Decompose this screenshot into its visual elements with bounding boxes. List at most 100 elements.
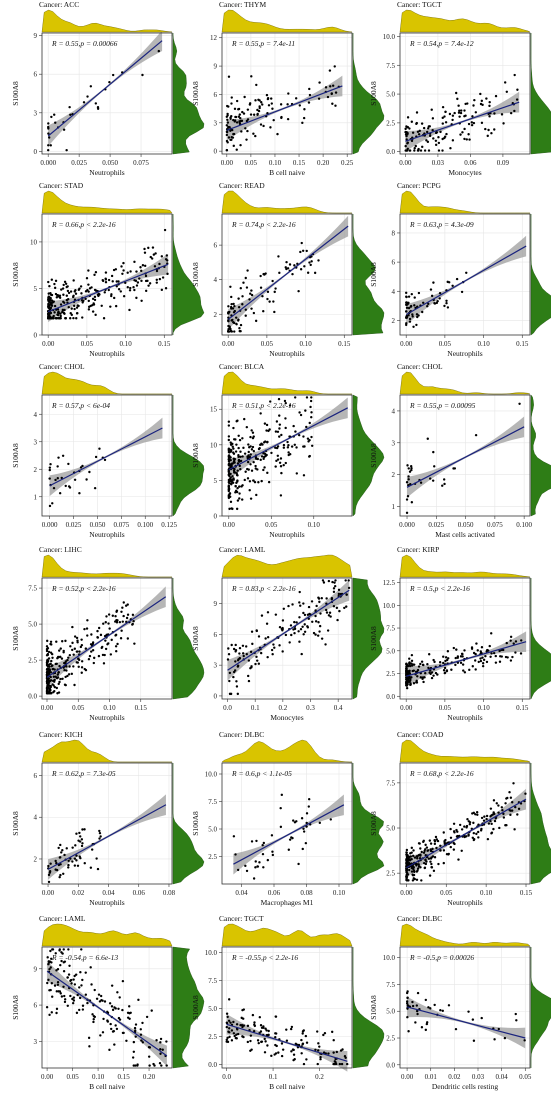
data-point (249, 497, 253, 500)
data-point (63, 1000, 67, 1004)
data-point (267, 480, 271, 484)
top-density (41, 190, 173, 214)
data-point (77, 839, 80, 842)
x-tick-label: 0.05 (81, 340, 94, 348)
y-tick-label: 2.5 (28, 657, 37, 665)
data-point (465, 826, 468, 829)
y-axis-title: S100A8 (191, 262, 200, 287)
x-tick-label: 0.15 (158, 340, 171, 348)
data-point (415, 323, 418, 327)
data-point (116, 619, 119, 622)
data-point (244, 470, 247, 473)
x-tick-label: 0.10 (308, 521, 321, 529)
data-point (227, 454, 231, 458)
data-point (96, 867, 100, 871)
data-point (474, 433, 478, 437)
data-point (500, 113, 504, 116)
data-point (49, 679, 53, 682)
data-point (239, 116, 242, 120)
plot-frame (399, 946, 531, 1069)
data-point (408, 858, 412, 861)
data-point (95, 997, 99, 1000)
data-point (75, 854, 78, 857)
data-point (474, 111, 478, 114)
data-point (266, 655, 269, 659)
data-point (151, 246, 155, 249)
data-point (455, 835, 459, 838)
data-point (443, 136, 446, 140)
data-point (155, 281, 158, 284)
data-point (281, 650, 284, 653)
data-point (278, 414, 281, 417)
y-tick-label: 0.0 (386, 1061, 395, 1069)
data-point (460, 290, 464, 294)
data-point (319, 612, 322, 615)
scatter-panel-p14: 0.04 0.06 0.08 0.102.55.07.510.0Macrophages… (191, 730, 385, 907)
data-point (229, 500, 233, 504)
data-point (53, 984, 57, 987)
data-point (407, 467, 410, 470)
data-point (423, 149, 427, 152)
data-point (406, 116, 410, 119)
data-point (278, 427, 281, 430)
data-point (305, 1041, 309, 1044)
data-point (332, 1051, 335, 1054)
x-tick-label: 0.100 (516, 521, 532, 529)
data-point (295, 621, 298, 624)
x-tick-label: 0.00 (42, 340, 55, 348)
data-point (51, 995, 54, 998)
data-point (306, 271, 310, 274)
data-point (329, 818, 332, 821)
data-point (227, 488, 231, 492)
data-point (410, 139, 414, 143)
data-point (274, 446, 277, 449)
data-point (445, 302, 448, 305)
data-point (430, 294, 434, 298)
data-point (230, 295, 233, 299)
data-point (80, 844, 84, 848)
y-tick-label: 10.0 (383, 33, 396, 41)
data-point (230, 643, 233, 647)
data-point (75, 1011, 79, 1015)
data-point (96, 629, 99, 633)
x-axis-title: Monocytes (270, 713, 303, 722)
data-point (260, 614, 264, 617)
data-point (244, 864, 247, 868)
data-point (406, 1016, 409, 1019)
data-point (46, 956, 49, 959)
data-point (116, 642, 119, 646)
data-point (252, 311, 256, 315)
data-point (433, 842, 437, 846)
data-point (53, 113, 56, 116)
data-point (280, 433, 283, 437)
x-tick-label: 0.00 (400, 340, 413, 348)
data-point (412, 325, 415, 328)
x-axis-title: Neutrophils (89, 168, 124, 177)
x-axis-title: Neutrophils (447, 349, 482, 358)
data-point (277, 1051, 280, 1054)
data-point (494, 94, 498, 98)
plot-frame (221, 577, 353, 700)
data-point (265, 441, 269, 444)
data-point (416, 867, 420, 870)
data-point (245, 425, 249, 429)
x-tick-label: 0.00 (41, 704, 54, 712)
data-point (228, 325, 231, 328)
top-density (399, 739, 531, 763)
regression-line (406, 798, 527, 869)
data-point (259, 412, 262, 415)
data-point (242, 281, 245, 284)
data-point (285, 1039, 289, 1042)
x-tick-label: 0.05 (519, 1073, 532, 1081)
scatter-panel-p3: 0.00 0.03 0.06 0.090.02.55.07.510.0Monocyte… (369, 0, 551, 177)
data-point (308, 93, 312, 97)
data-point (233, 1034, 236, 1038)
data-point (460, 109, 463, 112)
data-point (228, 671, 232, 675)
data-point (78, 831, 81, 835)
data-point (454, 1027, 458, 1031)
plot-frame (221, 394, 353, 517)
data-point (500, 806, 504, 809)
data-point (227, 460, 231, 463)
